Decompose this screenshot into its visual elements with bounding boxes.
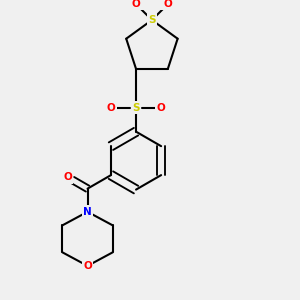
Text: O: O xyxy=(106,103,115,112)
Text: O: O xyxy=(164,0,173,9)
Text: N: N xyxy=(83,207,92,217)
Text: S: S xyxy=(148,15,156,25)
Text: O: O xyxy=(83,261,92,271)
Text: S: S xyxy=(132,103,140,112)
Text: O: O xyxy=(157,103,166,112)
Text: O: O xyxy=(63,172,72,182)
Text: O: O xyxy=(131,0,140,9)
